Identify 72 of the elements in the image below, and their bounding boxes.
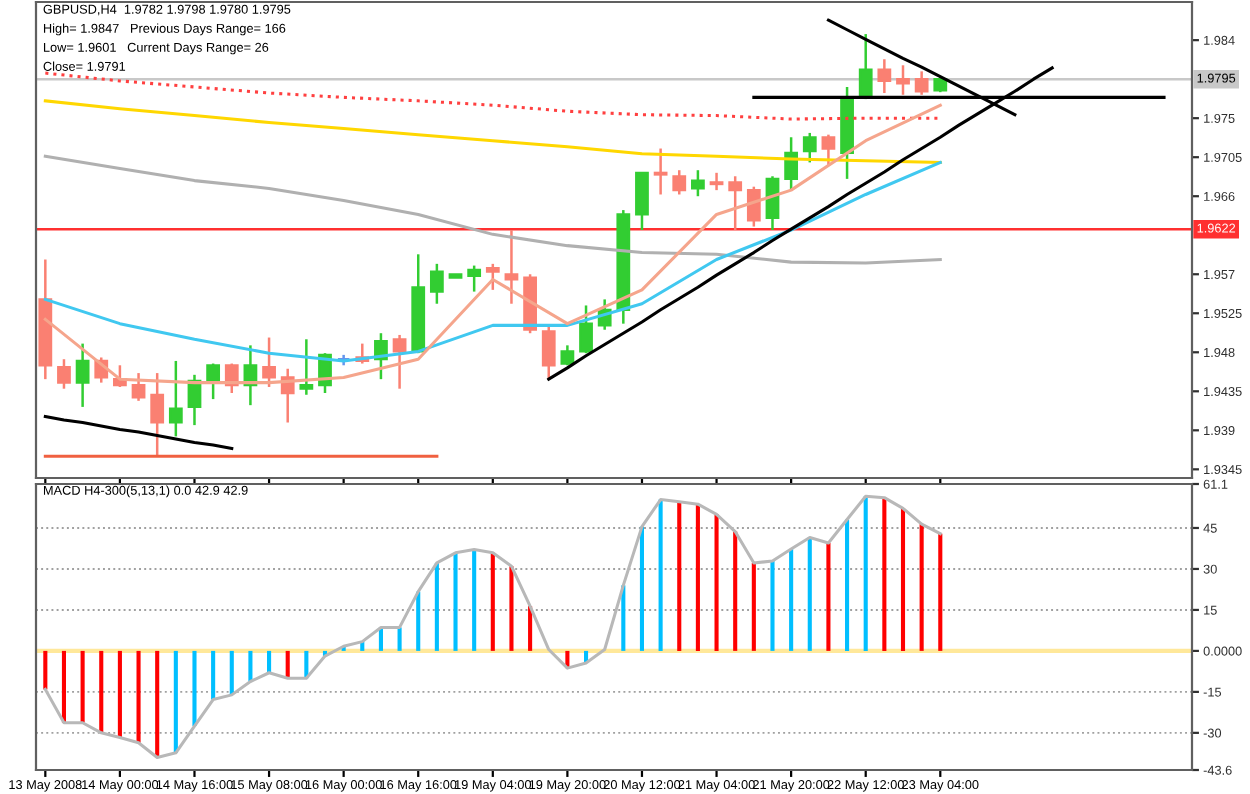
bar [509,566,514,651]
candlestick [262,336,276,389]
candlestick [802,131,817,164]
candlestick [877,57,892,95]
bar [285,650,290,679]
bar [919,524,924,651]
candlestick [392,333,407,390]
bar [80,650,85,723]
bar [677,501,682,651]
candlestick [504,228,519,305]
bar [229,650,234,695]
candlestick [896,64,910,97]
bar [117,650,122,738]
candlestick [485,262,500,292]
bar [658,499,663,651]
candlestick [57,357,71,390]
bar [211,650,216,700]
line-series [43,154,942,265]
bar [434,562,439,651]
bar [845,519,850,651]
candlestick [150,371,165,458]
bar [826,543,831,651]
candlestick [691,168,705,198]
bar [453,552,458,651]
candlestick [131,371,146,403]
candlestick [858,32,873,101]
candlestick [784,136,799,192]
bar [528,606,533,651]
candlestick [746,185,761,228]
bar [639,526,645,651]
bar [248,650,253,682]
candlestick [206,362,221,401]
bar [490,552,495,651]
bar [900,508,906,651]
candlestick [635,171,649,232]
bar [807,537,812,651]
candlestick [653,147,668,196]
candlestick [299,338,314,397]
bar [770,561,775,651]
bar [882,497,887,651]
bar [43,650,48,690]
line-series [43,494,942,759]
bar [863,496,868,651]
bar [397,627,402,651]
candlestick [579,304,593,355]
bar [416,591,421,651]
bar [938,533,943,651]
bar [695,504,700,651]
bar [173,650,178,753]
bar [192,650,197,727]
bar [61,650,67,723]
bar [155,650,160,758]
candlestick [168,359,183,438]
bar [99,650,104,733]
candlestick [429,262,444,305]
bar [136,650,141,743]
bar [714,514,719,651]
line-series [43,414,234,451]
line-series [43,71,942,121]
candlestick [709,171,724,192]
candlestick [672,168,687,196]
candlestick [541,324,556,381]
bar [733,531,738,651]
candlestick [821,133,836,167]
candlestick [728,175,743,232]
bar [472,549,477,651]
candlestick [914,70,929,97]
bar [751,562,756,651]
bar [789,549,794,651]
candlestick [75,342,90,409]
bar [267,650,272,673]
candlestick [467,264,482,293]
